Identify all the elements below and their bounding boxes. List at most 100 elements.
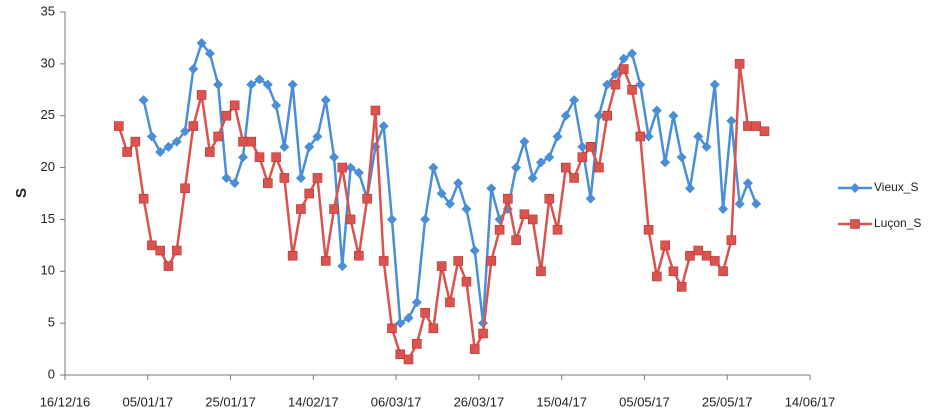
point [130,136,141,147]
point [205,147,215,157]
x-tick-label: 15/04/17 [536,394,587,409]
point [742,178,753,189]
point [320,95,331,106]
point [122,147,132,157]
point [196,38,207,49]
point [593,110,604,121]
point [643,131,654,142]
point [444,198,455,209]
point [511,162,522,173]
point [569,173,579,183]
point [561,162,571,173]
point [237,152,248,163]
point [668,110,679,121]
y-tick-label: 0 [48,366,55,381]
point [660,157,671,168]
y-tick-label: 20 [41,159,55,174]
point [403,312,414,323]
point [643,225,654,235]
point [610,79,621,90]
point [138,193,149,204]
point [171,136,182,147]
point [188,64,199,75]
point [403,354,414,365]
point [196,90,207,100]
x-tick-label: 06/03/17 [371,394,422,409]
point [627,84,637,95]
point [279,173,290,183]
x-tick-label: 25/01/17 [205,394,256,409]
point [229,178,240,189]
point [552,131,563,142]
point [627,48,638,59]
point [635,79,646,90]
point [585,193,596,204]
point [544,193,555,204]
point [651,105,662,116]
point [709,79,720,90]
legend-label: Luçon_S [874,216,921,230]
y-tick-label: 35 [41,3,55,18]
point [114,121,124,131]
point [171,245,182,256]
point [585,142,596,152]
point [263,178,273,188]
point [577,152,588,162]
point [138,95,149,106]
point [494,225,505,235]
point [734,198,745,209]
point [461,204,472,215]
point [519,136,530,147]
point [188,121,199,131]
point [254,152,265,162]
point [453,256,463,266]
point [163,261,174,271]
point [146,131,157,142]
point [428,162,439,173]
point [461,276,472,287]
point [287,79,298,90]
point [469,245,480,256]
point [345,162,356,173]
point [436,188,447,199]
point [213,79,224,90]
point [221,172,232,183]
point [693,245,704,256]
point [213,131,223,142]
point [726,235,737,245]
point [594,162,604,173]
legend-label: Vieux_S [874,180,918,194]
point [486,183,497,194]
point [412,339,422,349]
point [180,126,191,137]
x-tick-label: 14/02/17 [288,394,339,409]
point [635,131,646,142]
y-tick-label: 10 [41,263,55,278]
point [660,240,670,251]
point [718,266,728,277]
point [759,126,770,137]
point [271,100,282,111]
point [238,136,248,147]
point [304,141,315,152]
point [527,172,538,183]
point [354,250,364,261]
point [353,167,364,178]
point [535,157,546,168]
point [701,141,712,152]
point [345,214,356,225]
series-line [117,63,766,362]
point [511,235,521,245]
point [254,74,265,85]
point [262,79,273,90]
point [337,261,348,272]
point [602,110,612,121]
point [246,136,257,147]
y-axis-label: S [13,188,30,198]
point [734,59,745,69]
y-tick-label: 30 [41,55,55,70]
point [229,100,240,111]
point [693,131,704,142]
point [751,121,761,131]
point [718,204,729,215]
